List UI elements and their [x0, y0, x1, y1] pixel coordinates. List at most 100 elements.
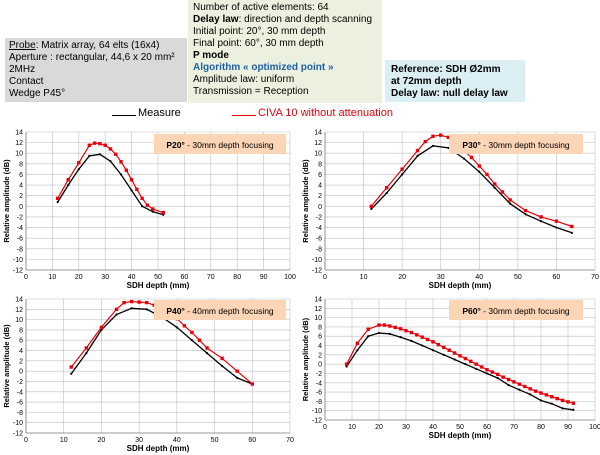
- measure-point: [236, 376, 239, 379]
- x-tick-label: 50: [211, 437, 219, 444]
- civa-point: [458, 354, 462, 358]
- measure-point: [555, 226, 558, 229]
- civa-point: [129, 299, 134, 304]
- y-tick-label: -4: [17, 225, 23, 232]
- probe-aperture: Aperture : rectangular, 44,6 x 20 mm²: [9, 52, 175, 63]
- y-tick-label: 10: [15, 151, 23, 158]
- civa-point: [415, 148, 420, 153]
- civa-point: [92, 141, 97, 145]
- x-tick-label: 40: [128, 274, 136, 281]
- y-tick-label: -10: [312, 408, 322, 415]
- civa-point: [436, 342, 441, 347]
- y-tick-label: 4: [19, 348, 23, 355]
- measure-point: [175, 326, 178, 329]
- reference-line-2: at 72mm depth: [391, 76, 462, 87]
- measure-point: [421, 344, 424, 347]
- y-tick-label: -6: [17, 236, 23, 243]
- civa-point: [496, 372, 500, 377]
- delay-law-line: Delay law: direction and depth scanning: [193, 14, 377, 26]
- y-tick-label: 8: [19, 161, 23, 168]
- measure-point: [410, 339, 413, 342]
- measure-point: [145, 308, 148, 311]
- y-tick-label: 8: [318, 324, 322, 331]
- x-tick-label: 10: [49, 274, 57, 281]
- measure-point: [70, 372, 73, 375]
- civa-point: [550, 395, 554, 399]
- y-tick-label: -8: [17, 410, 23, 417]
- x-axis-label: SDH depth (mm): [127, 281, 190, 290]
- civa-point: [493, 182, 497, 186]
- y-tick-label: 12: [314, 140, 322, 147]
- chart-title-desc: - 40mm depth focusing: [187, 306, 274, 316]
- y-tick-label: 0: [19, 204, 23, 211]
- civa-point: [103, 143, 107, 147]
- x-tick-label: 30: [402, 424, 410, 431]
- y-tick-label: -8: [316, 399, 322, 406]
- civa-point: [77, 161, 81, 165]
- y-tick-label: -4: [17, 389, 23, 396]
- reference-line-3: Delay law: null delay law: [391, 88, 508, 99]
- y-tick-label: 2: [318, 352, 322, 359]
- x-tick-label: 20: [98, 437, 106, 444]
- civa-point: [517, 382, 522, 386]
- civa-point: [500, 190, 505, 194]
- measure-point: [442, 353, 445, 356]
- chart-title-box: [154, 300, 286, 320]
- civa-point: [479, 365, 484, 369]
- x-tick-label: 90: [260, 274, 268, 281]
- measure-point: [205, 352, 209, 355]
- measure-point: [485, 372, 489, 375]
- legend-measure: Measure: [112, 107, 181, 119]
- legend-civa: CIVA 10 without attenuation: [232, 107, 393, 119]
- algorithm: Algorithm « optimized point »: [193, 62, 334, 73]
- civa-point: [344, 362, 349, 366]
- x-axis-label: SDH depth (mm): [429, 281, 492, 290]
- civa-point: [423, 139, 427, 144]
- x-tick-label: 60: [248, 437, 256, 444]
- civa-point: [474, 362, 478, 366]
- measure-point: [431, 349, 435, 352]
- chart-title-box: [154, 134, 286, 154]
- measure-point: [119, 173, 123, 176]
- civa-point: [400, 167, 404, 171]
- y-tick-label: 6: [19, 172, 23, 179]
- y-tick-label: 0: [318, 362, 322, 369]
- civa-point: [544, 393, 549, 397]
- probe-heading: Probe: [9, 40, 36, 51]
- x-tick-label: 40: [475, 274, 483, 281]
- delay-law-label: Delay law: [193, 14, 239, 25]
- measure-point: [462, 157, 465, 160]
- y-tick-label: 0: [318, 204, 322, 211]
- civa-point: [114, 307, 119, 312]
- y-axis-label: Relative amplitude (dB): [2, 324, 11, 408]
- y-tick-label: -8: [17, 246, 23, 253]
- y-axis-label: Relative amplitude (dB): [2, 159, 11, 243]
- civa-point: [382, 323, 387, 327]
- measure-point: [356, 349, 359, 352]
- civa-point: [377, 323, 381, 327]
- measure-series-line: [346, 332, 574, 411]
- x-tick-label: 70: [510, 424, 518, 431]
- legend-measure-label: Measure: [138, 107, 181, 119]
- x-tick-label: 20: [75, 274, 83, 281]
- civa-point: [469, 155, 474, 160]
- civa-point: [369, 204, 373, 209]
- chart-title: P20° - 30mm depth focusing: [166, 140, 274, 150]
- measure-point: [431, 144, 435, 147]
- x-axis-label: SDH depth (mm): [127, 444, 190, 453]
- chart-4: -12 -10 -8 -6 -4 -2 0 2 4 6 8 10 12 14 0 10 20 30 40 50 60 70…: [301, 297, 600, 441]
- initial-point: Initial point: 20°, 30 mm depth: [193, 26, 326, 37]
- x-tick-label: 0: [323, 424, 327, 431]
- chart-title-desc: - 30mm depth focusing: [187, 140, 274, 150]
- measure-point: [190, 339, 194, 342]
- x-tick-label: 100: [589, 424, 600, 431]
- civa-point: [523, 384, 527, 389]
- y-axis-label: Relative amplitude (dB): [301, 159, 310, 243]
- legend-civa-label: CIVA 10 without attenuation: [258, 107, 393, 119]
- measure-point: [115, 313, 118, 316]
- measure-point: [493, 186, 496, 189]
- chart-3: -12 -10 -8 -6 -4 -2 0 2 4 6 8 10 12 14 0 10 20 30 40 50 60 70…: [2, 297, 294, 454]
- civa-point: [119, 160, 123, 164]
- delay-law-value: : direction and depth scanning: [238, 14, 373, 25]
- civa-point: [508, 198, 512, 202]
